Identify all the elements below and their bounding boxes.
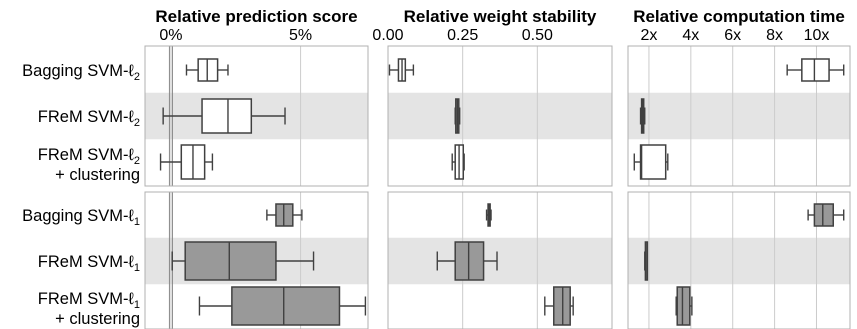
row-label: Bagging SVM-ℓ1: [22, 207, 140, 228]
tick-label: 0%: [159, 27, 182, 44]
box-plot: [159, 144, 214, 180]
panel-frame: [387, 45, 613, 187]
box-plot: [436, 241, 498, 281]
box-plot: [639, 98, 646, 134]
box-plot: [675, 286, 693, 326]
panel-frame: [387, 191, 613, 329]
tick-label: 8x: [766, 27, 783, 44]
box-plot: [807, 203, 845, 227]
box-plot: [266, 203, 303, 227]
box-plot: [644, 241, 649, 281]
box-plot: [388, 58, 415, 82]
box-plot: [633, 144, 669, 180]
tick-label: 2x: [640, 27, 657, 44]
panel-frame: [144, 45, 369, 187]
tick-label: 0.00: [372, 27, 403, 44]
box-plot: [454, 98, 461, 134]
box: [813, 203, 834, 227]
row-label: FReM SVM-ℓ1: [38, 253, 140, 274]
panel-frame: [627, 45, 851, 187]
panel-frame: [627, 191, 851, 329]
box: [801, 58, 830, 82]
tick-label: 0.25: [447, 27, 478, 44]
row-label-line2: + clustering: [55, 166, 140, 184]
tick-label: 6x: [724, 27, 741, 44]
box: [639, 144, 667, 180]
row-label: Bagging SVM-ℓ2: [22, 62, 140, 83]
box: [676, 286, 691, 326]
row-band: [628, 237, 850, 285]
panel-title: Relative weight stability: [404, 7, 597, 26]
panel-title: Relative computation time: [633, 7, 845, 26]
row-band: [388, 92, 612, 140]
row-label: FReM SVM-ℓ1: [38, 290, 140, 311]
panel-frame: [144, 191, 369, 329]
tick-label: 10x: [804, 27, 830, 44]
box-plot: [485, 203, 492, 227]
box-plot: [162, 98, 286, 134]
row-band: [628, 92, 850, 140]
box: [184, 241, 277, 281]
box-plot: [786, 58, 845, 82]
box: [201, 98, 253, 134]
row-label-line2: + clustering: [55, 310, 140, 328]
box-plot: [198, 286, 367, 326]
box-plot: [171, 241, 315, 281]
box: [553, 286, 571, 326]
tick-label: 5%: [289, 27, 312, 44]
box-plot: [451, 144, 465, 180]
box: [231, 286, 341, 326]
row-band: [388, 237, 612, 285]
tick-label: 4x: [682, 27, 699, 44]
box: [454, 241, 485, 281]
panel-title: Relative prediction score: [155, 7, 357, 26]
box-plot: [185, 58, 229, 82]
box-plot: [544, 286, 574, 326]
tick-label: 0.50: [522, 27, 553, 44]
row-label: FReM SVM-ℓ2: [38, 146, 140, 167]
row-label: FReM SVM-ℓ2: [38, 108, 140, 129]
